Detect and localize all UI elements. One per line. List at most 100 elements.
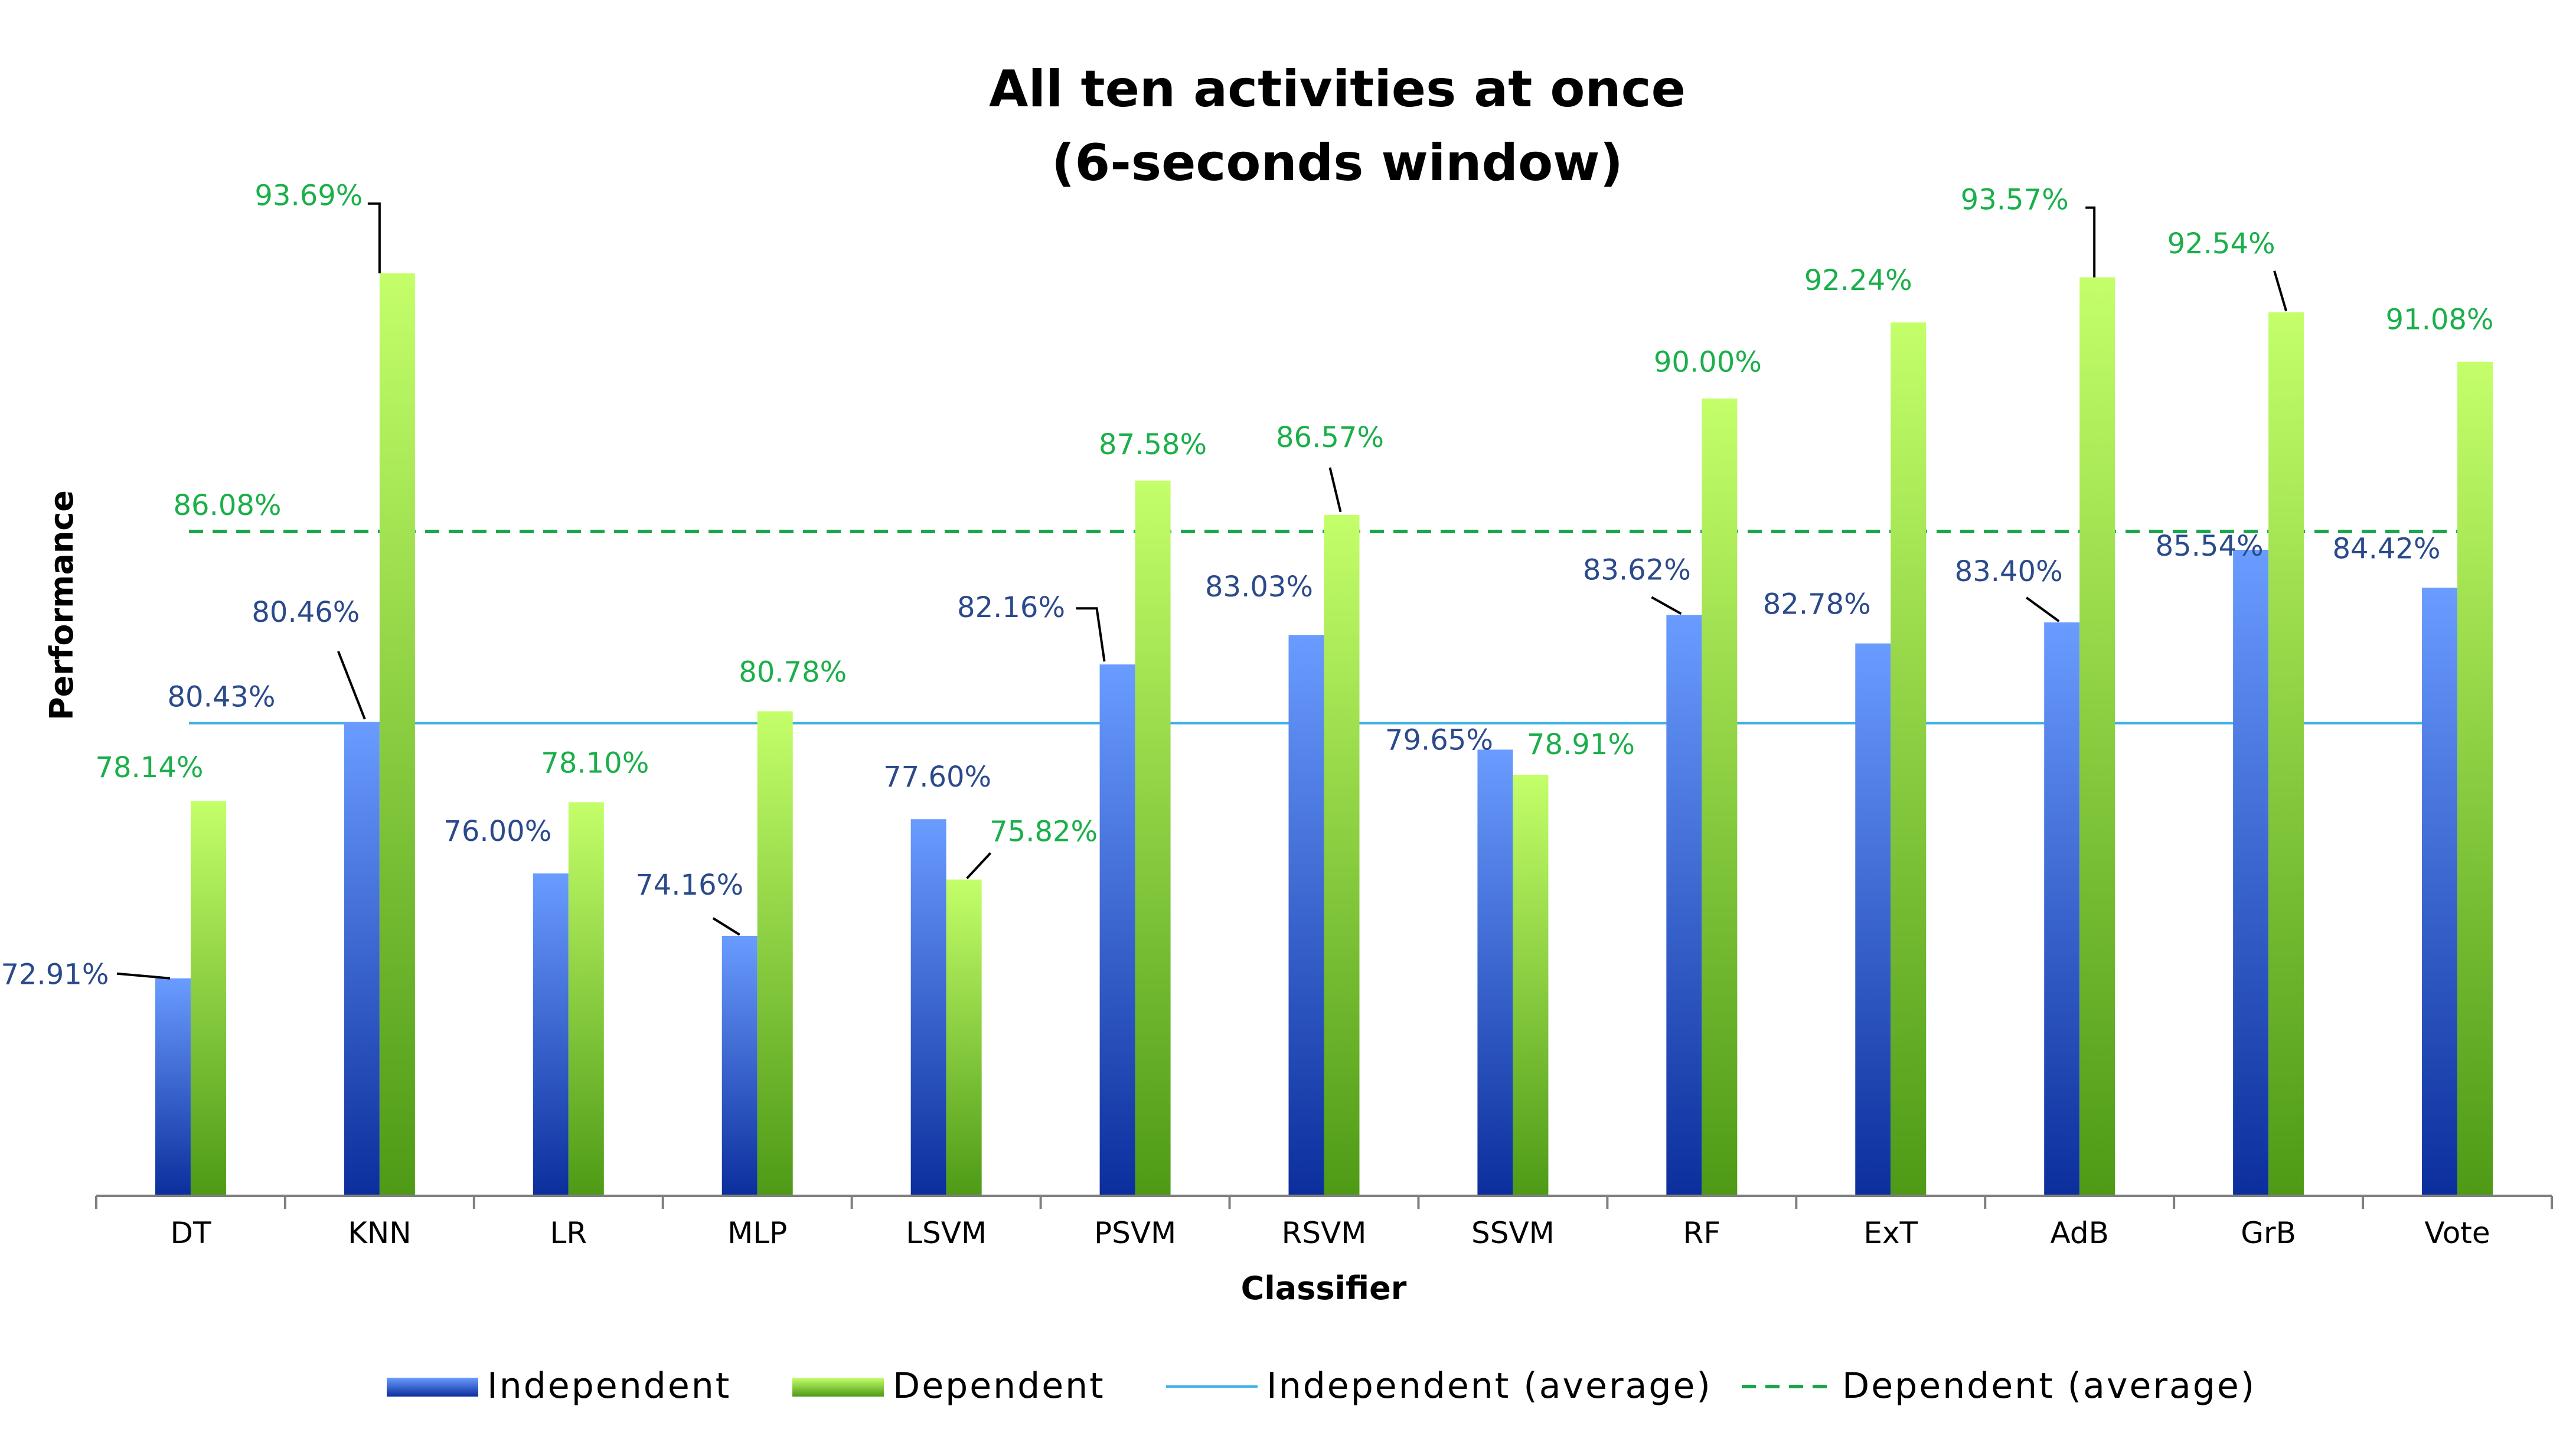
bar-dependent-ssvm[interactable] [1513, 774, 1549, 1196]
value-label-independent-vote: 84.42% [2333, 532, 2441, 565]
x-tick-label-lr: LR [550, 1216, 587, 1250]
x-tick-label-knn: KNN [348, 1216, 412, 1250]
value-label-independent-adb: 83.40% [1955, 555, 2063, 588]
bar-dependent-grb[interactable] [2268, 312, 2304, 1196]
legend-label-dependent-average: Dependent (average) [1842, 1365, 2256, 1407]
bars-group [155, 273, 2493, 1196]
bar-dependent-ext[interactable] [1891, 322, 1927, 1196]
value-label-independent-ext: 82.78% [1763, 588, 1871, 621]
value-label-dependent-vote: 91.08% [2386, 304, 2494, 337]
bar-independent-knn[interactable] [344, 722, 380, 1196]
legend-label-dependent: Dependent [893, 1365, 1105, 1407]
bar-dependent-adb[interactable] [2079, 277, 2115, 1196]
value-label-independent-mlp: 74.16% [635, 869, 743, 902]
x-tick-label-psvm: PSVM [1094, 1216, 1176, 1250]
bar-dependent-psvm[interactable] [1135, 480, 1171, 1196]
legend-entry-dependent-average[interactable]: Dependent (average) [1742, 1365, 2256, 1407]
average-label-dependent-average: 86.08% [173, 489, 281, 522]
value-label-independent-lsvm: 77.60% [883, 761, 991, 794]
leader-line-dependent-lsvm [966, 852, 992, 879]
bar-independent-lsvm[interactable] [910, 819, 946, 1196]
value-label-independent-dt: 72.91% [1, 958, 109, 991]
value-label-dependent-lr: 78.10% [541, 746, 649, 779]
value-label-dependent-mlp: 80.78% [739, 656, 847, 689]
value-label-independent-lr: 76.00% [443, 815, 551, 848]
value-label-independent-psvm: 82.16% [957, 591, 1065, 624]
legend-entry-independent[interactable]: Independent [387, 1365, 731, 1407]
leader-line-dependent-knn [367, 202, 381, 273]
bar-independent-rf[interactable] [1666, 615, 1702, 1196]
legend-swatch-independent [387, 1378, 478, 1397]
value-label-dependent-ssvm: 78.91% [1527, 728, 1635, 761]
value-label-dependent-psvm: 87.58% [1099, 428, 1207, 461]
legend-label-independent: Independent [487, 1365, 731, 1407]
x-axis-tick-labels: DT KNN LR MLP LSVM PSVM RSVM SSVM RF ExT AdB GrB Vot… [170, 1216, 2490, 1250]
legend-entry-dependent[interactable]: Dependent [792, 1365, 1105, 1407]
x-tick-label-mlp: MLP [727, 1216, 787, 1250]
x-tick-label-ssvm: SSVM [1471, 1216, 1555, 1250]
bar-independent-dt[interactable] [155, 978, 191, 1196]
x-tick-label-ext: ExT [1863, 1216, 1918, 1250]
value-label-independent-rsvm: 83.03% [1205, 570, 1313, 604]
value-label-dependent-rf: 90.00% [1654, 346, 1762, 379]
x-axis-title: Classifier [1241, 1270, 1407, 1307]
legend-label-independent-average: Independent (average) [1266, 1365, 1712, 1407]
bar-independent-adb[interactable] [2044, 622, 2080, 1196]
bar-dependent-rf[interactable] [1702, 398, 1738, 1196]
x-tick-label-vote: Vote [2424, 1216, 2490, 1250]
legend-entry-independent-average[interactable]: Independent (average) [1166, 1365, 1712, 1407]
value-label-dependent-knn: 93.69% [254, 180, 363, 213]
bar-dependent-dt[interactable] [190, 801, 226, 1196]
leader-line-independent-dt [116, 972, 171, 980]
value-label-independent-knn: 80.46% [252, 596, 360, 629]
value-label-independent-grb: 85.54% [2156, 530, 2264, 563]
leader-line-independent-rf [1651, 596, 1682, 615]
bar-independent-psvm[interactable] [1099, 664, 1135, 1196]
value-label-independent-rf: 83.62% [1583, 553, 1691, 586]
x-tick-label-lsvm: LSVM [906, 1216, 987, 1250]
chart-title-line-2: (6-seconds window) [1052, 133, 1623, 193]
leader-line-independent-adb [2026, 596, 2060, 622]
value-labels: 72.91% 78.14% 80.46% 93.69% 76.00% 78.10% 74.1… [1, 180, 2493, 991]
bar-independent-ssvm[interactable] [1477, 749, 1513, 1196]
chart-title-line-1: All ten activities at once [989, 60, 1686, 119]
bar-independent-lr[interactable] [533, 873, 569, 1196]
bar-dependent-mlp[interactable] [757, 711, 793, 1196]
value-label-dependent-adb: 93.57% [1961, 184, 2069, 217]
bar-dependent-lr[interactable] [568, 802, 604, 1196]
bar-independent-mlp[interactable] [721, 935, 758, 1196]
bar-dependent-lsvm[interactable] [946, 879, 982, 1196]
value-label-dependent-lsvm: 75.82% [990, 815, 1098, 848]
bar-independent-grb[interactable] [2233, 550, 2269, 1196]
bar-dependent-vote[interactable] [2457, 361, 2493, 1196]
value-label-independent-ssvm: 79.65% [1385, 723, 1493, 756]
legend: Independent Dependent Independent (avera… [387, 1365, 2256, 1407]
leader-line-independent-mlp [712, 917, 740, 936]
x-tick-label-rsvm: RSVM [1282, 1216, 1367, 1250]
bar-independent-ext[interactable] [1855, 643, 1891, 1196]
leader-lines [116, 202, 2288, 980]
value-label-dependent-dt: 78.14% [95, 751, 203, 784]
bar-independent-vote[interactable] [2422, 588, 2458, 1196]
bar-dependent-knn[interactable] [379, 273, 415, 1196]
bar-independent-rsvm[interactable] [1288, 635, 1324, 1196]
value-label-dependent-ext: 92.24% [1804, 264, 1912, 297]
x-axis-ticks [95, 1196, 2553, 1209]
y-axis-title: Performance [43, 490, 80, 720]
leader-line-dependent-grb [2273, 270, 2288, 312]
leader-line-independent-knn [337, 651, 366, 720]
x-tick-label-dt: DT [170, 1216, 211, 1250]
leader-line-dependent-rsvm [1328, 467, 1342, 513]
value-label-dependent-grb: 92.54% [2167, 227, 2275, 260]
legend-swatch-dependent [792, 1378, 884, 1397]
value-label-dependent-rsvm: 86.57% [1276, 421, 1384, 454]
leader-line-independent-psvm [1076, 607, 1106, 662]
x-tick-label-rf: RF [1683, 1216, 1721, 1250]
leader-line-dependent-adb [2085, 206, 2096, 278]
x-tick-label-adb: AdB [2051, 1216, 2109, 1250]
bar-dependent-rsvm[interactable] [1324, 514, 1360, 1196]
x-tick-label-grb: GrB [2241, 1216, 2296, 1250]
average-label-independent-average: 80.43% [167, 681, 275, 714]
